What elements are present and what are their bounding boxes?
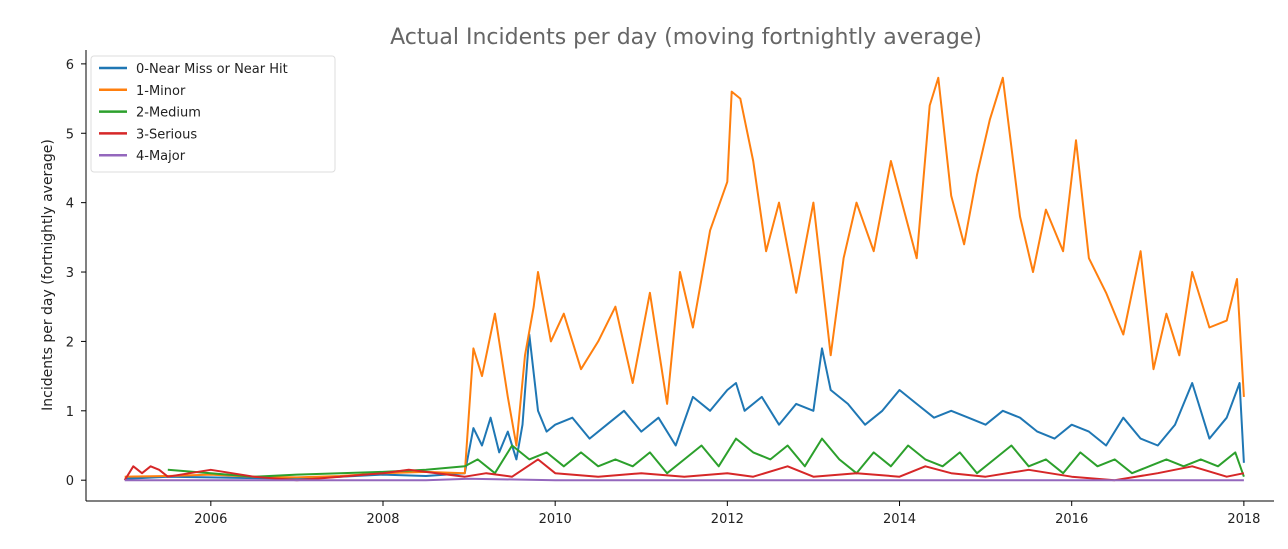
- series-line-4: [124, 477, 1244, 482]
- series-line-3: [123, 458, 1245, 482]
- y-tick-label: 1: [66, 405, 74, 420]
- legend: 0-Near Miss or Near Hit 1-Minor 2-Medium 3-…: [90, 55, 336, 173]
- legend-label-2: 2-Medium: [136, 106, 201, 121]
- x-tick-label: 2008: [366, 512, 399, 527]
- x-tick-label: 2016: [1055, 512, 1088, 527]
- x-tick-label: 2018: [1227, 512, 1260, 527]
- chart-title: Actual Incidents per day (moving fortnig…: [390, 25, 982, 50]
- legend-label-3: 3-Serious: [136, 127, 197, 142]
- legend-label-0: 0-Near Miss or Near Hit: [136, 62, 288, 77]
- series-line-1: [124, 76, 1245, 479]
- x-tick-label: 2010: [539, 512, 572, 527]
- x-axis: 2006 2008 2010 2012 2014 2016 2018: [194, 501, 1260, 527]
- y-tick-label: 3: [66, 266, 74, 281]
- y-tick-label: 2: [66, 335, 74, 350]
- x-tick-label: 2012: [711, 512, 744, 527]
- y-tick-label: 5: [66, 127, 74, 142]
- legend-box: [90, 55, 336, 173]
- x-tick-label: 2006: [194, 512, 227, 527]
- y-axis: 0 1 2 3 4 5 6: [66, 58, 86, 489]
- x-tick-label: 2014: [883, 512, 916, 527]
- y-tick-label: 0: [66, 474, 74, 489]
- series-line-2: [167, 437, 1245, 478]
- y-tick-label: 6: [66, 58, 74, 73]
- legend-label-1: 1-Minor: [136, 84, 186, 99]
- plot-area: [85, 50, 1274, 502]
- series-line-0: [124, 333, 1245, 480]
- legend-label-4: 4-Major: [136, 149, 186, 164]
- y-tick-label: 4: [66, 197, 74, 212]
- series-layer: [123, 76, 1245, 482]
- y-axis-label: Incidents per day (fortnightly average): [40, 139, 56, 411]
